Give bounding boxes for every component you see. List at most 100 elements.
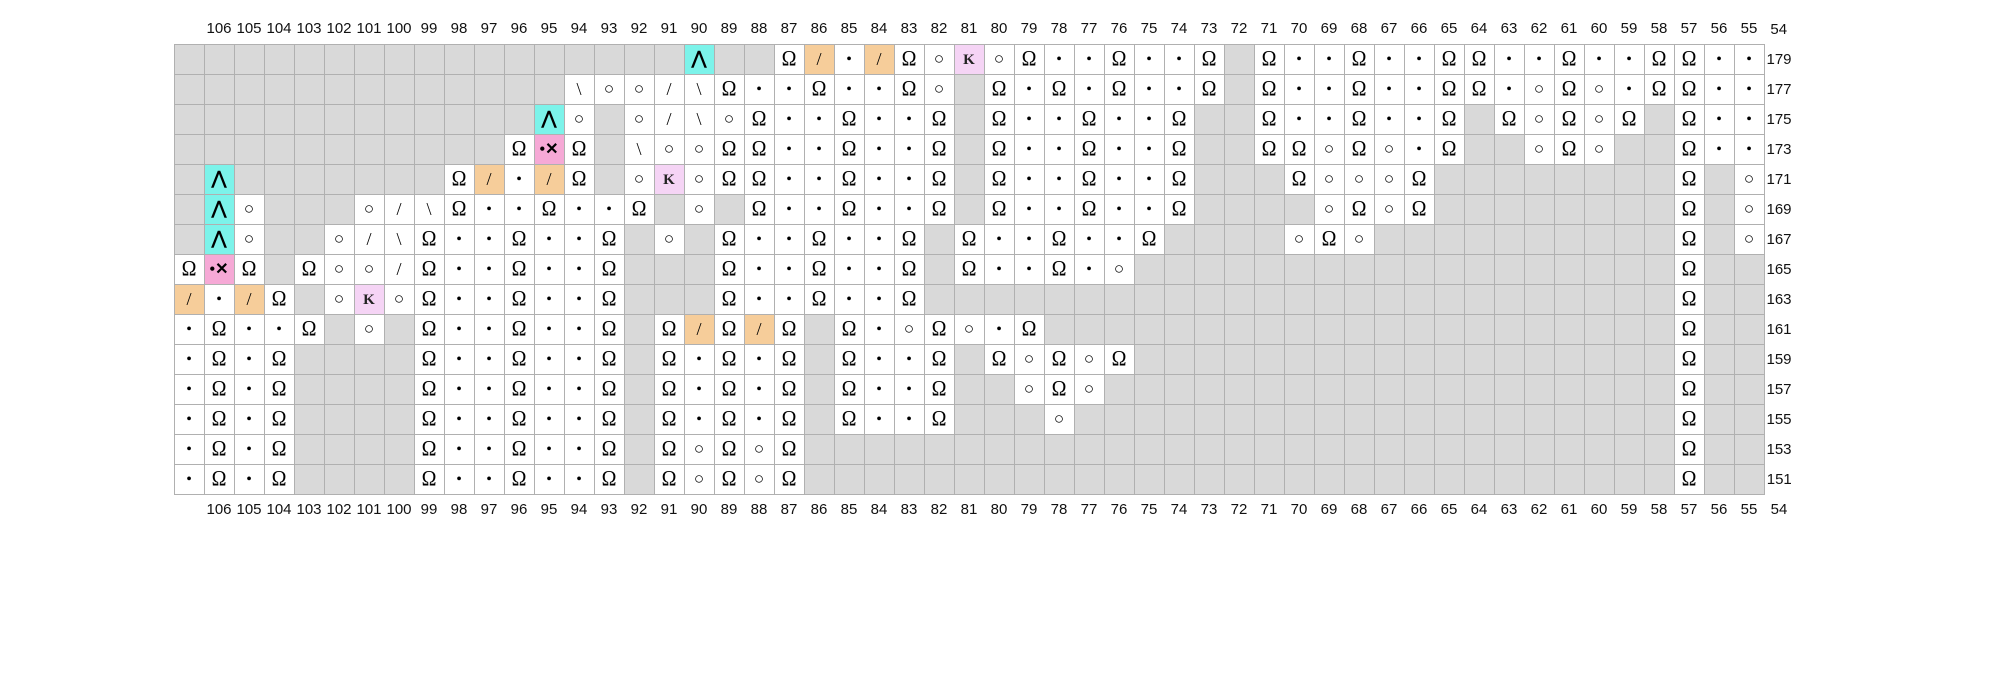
pattern-cell-70-165[interactable] xyxy=(1254,254,1284,284)
pattern-cell-84-155[interactable]: Ω xyxy=(834,404,864,434)
pattern-cell-77-161[interactable] xyxy=(1044,314,1074,344)
pattern-cell-67-173[interactable]: Ω xyxy=(1344,134,1374,164)
pattern-cell-100-159[interactable] xyxy=(354,344,384,374)
pattern-cell-72-175[interactable] xyxy=(1194,104,1224,134)
pattern-cell-66-155[interactable] xyxy=(1374,404,1404,434)
row-label-155[interactable]: 155 xyxy=(1764,404,1794,434)
pattern-cell-58-159[interactable] xyxy=(1614,344,1644,374)
pattern-cell-55-165[interactable] xyxy=(1704,254,1734,284)
pattern-cell-74-173[interactable]: • xyxy=(1134,134,1164,164)
pattern-cell-82-161[interactable]: ○ xyxy=(894,314,924,344)
pattern-cell-58-153[interactable] xyxy=(1614,434,1644,464)
pattern-cell-95-173[interactable]: Ω xyxy=(504,134,534,164)
pattern-cell-84-179[interactable]: • xyxy=(834,44,864,74)
pattern-cell-101-167[interactable]: ○ xyxy=(324,224,354,254)
pattern-cell-85-173[interactable]: • xyxy=(804,134,834,164)
pattern-cell-55-171[interactable] xyxy=(1704,164,1734,194)
pattern-cell-72-167[interactable] xyxy=(1194,224,1224,254)
pattern-cell-54-171[interactable]: ○ xyxy=(1734,164,1764,194)
pattern-cell-67-179[interactable]: Ω xyxy=(1344,44,1374,74)
pattern-cell-56-157[interactable]: Ω xyxy=(1674,374,1704,404)
pattern-cell-99-153[interactable] xyxy=(384,434,414,464)
column-footer-98[interactable]: 98 xyxy=(444,494,474,524)
pattern-cell-70-171[interactable] xyxy=(1254,164,1284,194)
pattern-cell-80-153[interactable] xyxy=(954,434,984,464)
pattern-cell-91-163[interactable] xyxy=(624,284,654,314)
pattern-cell-93-157[interactable]: • xyxy=(564,374,594,404)
pattern-cell-79-161[interactable]: • xyxy=(984,314,1014,344)
pattern-cell-81-167[interactable] xyxy=(924,224,954,254)
pattern-cell-84-169[interactable]: Ω xyxy=(834,194,864,224)
column-footer-97[interactable]: 97 xyxy=(474,494,504,524)
pattern-cell-72-159[interactable] xyxy=(1194,344,1224,374)
pattern-cell-58-151[interactable] xyxy=(1614,464,1644,494)
pattern-cell-55-157[interactable] xyxy=(1704,374,1734,404)
pattern-cell-84-173[interactable]: Ω xyxy=(834,134,864,164)
pattern-cell-70-155[interactable] xyxy=(1254,404,1284,434)
pattern-cell-80-179[interactable]: K xyxy=(954,44,984,74)
pattern-cell-63-161[interactable] xyxy=(1464,314,1494,344)
column-footer-90[interactable]: 90 xyxy=(684,494,714,524)
pattern-cell-66-157[interactable] xyxy=(1374,374,1404,404)
pattern-cell-57-175[interactable] xyxy=(1644,104,1674,134)
pattern-cell-76-167[interactable]: • xyxy=(1074,224,1104,254)
column-footer-56[interactable]: 56 xyxy=(1704,494,1734,524)
row-label-151[interactable]: 151 xyxy=(1764,464,1794,494)
pattern-cell-87-153[interactable]: ○ xyxy=(744,434,774,464)
pattern-cell-75-155[interactable] xyxy=(1104,404,1134,434)
pattern-cell-68-163[interactable] xyxy=(1314,284,1344,314)
row-label-165[interactable]: 165 xyxy=(1764,254,1794,284)
pattern-cell-89-159[interactable]: • xyxy=(684,344,714,374)
pattern-cell-79-165[interactable]: • xyxy=(984,254,1014,284)
pattern-cell-65-165[interactable] xyxy=(1404,254,1434,284)
pattern-cell-96-163[interactable]: • xyxy=(474,284,504,314)
pattern-cell-66-175[interactable]: • xyxy=(1374,104,1404,134)
pattern-cell-68-173[interactable]: ○ xyxy=(1314,134,1344,164)
pattern-cell-93-177[interactable]: \ xyxy=(564,74,594,104)
column-footer-73[interactable]: 73 xyxy=(1194,494,1224,524)
pattern-cell-71-153[interactable] xyxy=(1224,434,1254,464)
pattern-cell-78-161[interactable]: Ω xyxy=(1014,314,1044,344)
pattern-cell-57-177[interactable]: Ω xyxy=(1644,74,1674,104)
pattern-cell-65-153[interactable] xyxy=(1404,434,1434,464)
pattern-cell-73-161[interactable] xyxy=(1164,314,1194,344)
pattern-cell-70-169[interactable] xyxy=(1254,194,1284,224)
pattern-cell-79-175[interactable]: Ω xyxy=(984,104,1014,134)
pattern-cell-94-151[interactable]: • xyxy=(534,464,564,494)
pattern-cell-64-167[interactable] xyxy=(1434,224,1464,254)
pattern-cell-98-163[interactable]: Ω xyxy=(414,284,444,314)
pattern-cell-65-161[interactable] xyxy=(1404,314,1434,344)
pattern-cell-83-165[interactable]: • xyxy=(864,254,894,284)
pattern-cell-60-167[interactable] xyxy=(1554,224,1584,254)
pattern-cell-79-171[interactable]: Ω xyxy=(984,164,1014,194)
column-header-99[interactable]: 99 xyxy=(414,14,444,44)
pattern-cell-98-165[interactable]: Ω xyxy=(414,254,444,284)
pattern-cell-57-161[interactable] xyxy=(1644,314,1674,344)
pattern-cell-91-177[interactable]: ○ xyxy=(624,74,654,104)
row-label-157[interactable]: 157 xyxy=(1764,374,1794,404)
row-label-161[interactable]: 161 xyxy=(1764,314,1794,344)
pattern-cell-54-169[interactable]: ○ xyxy=(1734,194,1764,224)
pattern-cell-68-151[interactable] xyxy=(1314,464,1344,494)
pattern-cell-75-157[interactable] xyxy=(1104,374,1134,404)
pattern-cell-71-165[interactable] xyxy=(1224,254,1254,284)
pattern-cell-76-155[interactable] xyxy=(1074,404,1104,434)
pattern-cell-95-175[interactable] xyxy=(504,104,534,134)
column-header-57[interactable]: 57 xyxy=(1674,14,1704,44)
pattern-cell-56-165[interactable]: Ω xyxy=(1674,254,1704,284)
pattern-cell-99-165[interactable]: / xyxy=(384,254,414,284)
pattern-cell-86-171[interactable]: • xyxy=(774,164,804,194)
pattern-cell-99-173[interactable] xyxy=(384,134,414,164)
pattern-cell-84-151[interactable] xyxy=(834,464,864,494)
pattern-cell-97-151[interactable]: • xyxy=(444,464,474,494)
column-header-104[interactable]: 104 xyxy=(264,14,294,44)
pattern-cell-69-165[interactable] xyxy=(1284,254,1314,284)
pattern-cell-64-153[interactable] xyxy=(1434,434,1464,464)
column-header-64[interactable]: 64 xyxy=(1464,14,1494,44)
pattern-cell-79-179[interactable]: ○ xyxy=(984,44,1014,74)
pattern-cell-70-163[interactable] xyxy=(1254,284,1284,314)
pattern-cell-91-173[interactable]: \ xyxy=(624,134,654,164)
pattern-cell-104-151[interactable]: • xyxy=(234,464,264,494)
pattern-cell-58-165[interactable] xyxy=(1614,254,1644,284)
pattern-cell-105-155[interactable]: Ω xyxy=(204,404,234,434)
